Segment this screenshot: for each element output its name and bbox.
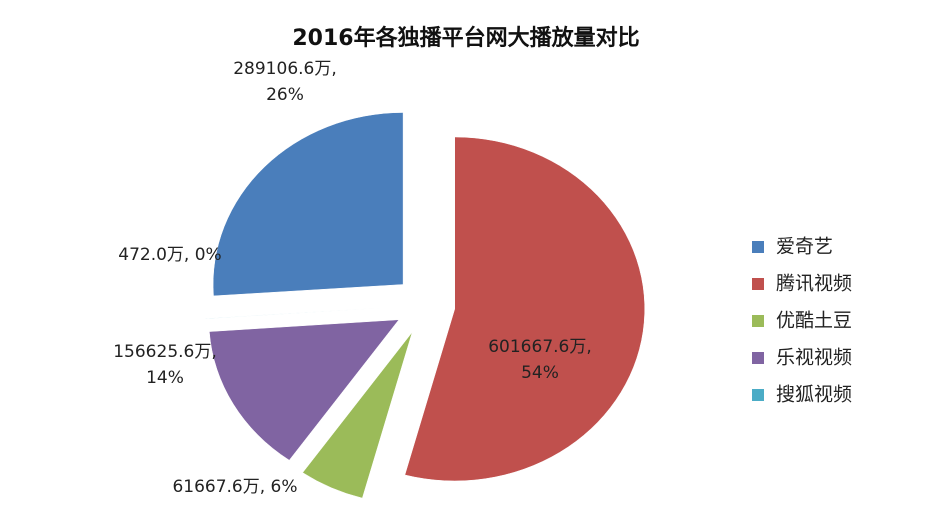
legend-label: 搜狐视频 (776, 384, 852, 406)
legend-label: 乐视视频 (776, 347, 852, 369)
legend-swatch (752, 278, 764, 290)
pie-slice (209, 319, 400, 461)
pie-slice (404, 136, 645, 482)
pie-slice (302, 331, 413, 499)
value-label: 472.0万, 0% (118, 245, 222, 265)
pie-slice (212, 112, 404, 297)
value-label: 601667.6万, 54% (488, 337, 592, 383)
chart-title: 2016年各独播平台网大播放量对比 (292, 25, 639, 51)
legend-label: 腾讯视频 (776, 273, 852, 295)
legend-label: 爱奇艺 (776, 236, 833, 258)
legend-swatch (752, 315, 764, 327)
value-label: 61667.6万, 6% (172, 477, 298, 497)
value-label: 156625.6万, 14% (113, 342, 217, 388)
legend-swatch (752, 241, 764, 253)
legend-swatch (752, 352, 764, 364)
value-label: 289106.6万, 26% (233, 59, 337, 105)
legend-swatch (752, 389, 764, 401)
pie-slice (205, 306, 396, 320)
legend-label: 优酷土豆 (776, 310, 852, 332)
